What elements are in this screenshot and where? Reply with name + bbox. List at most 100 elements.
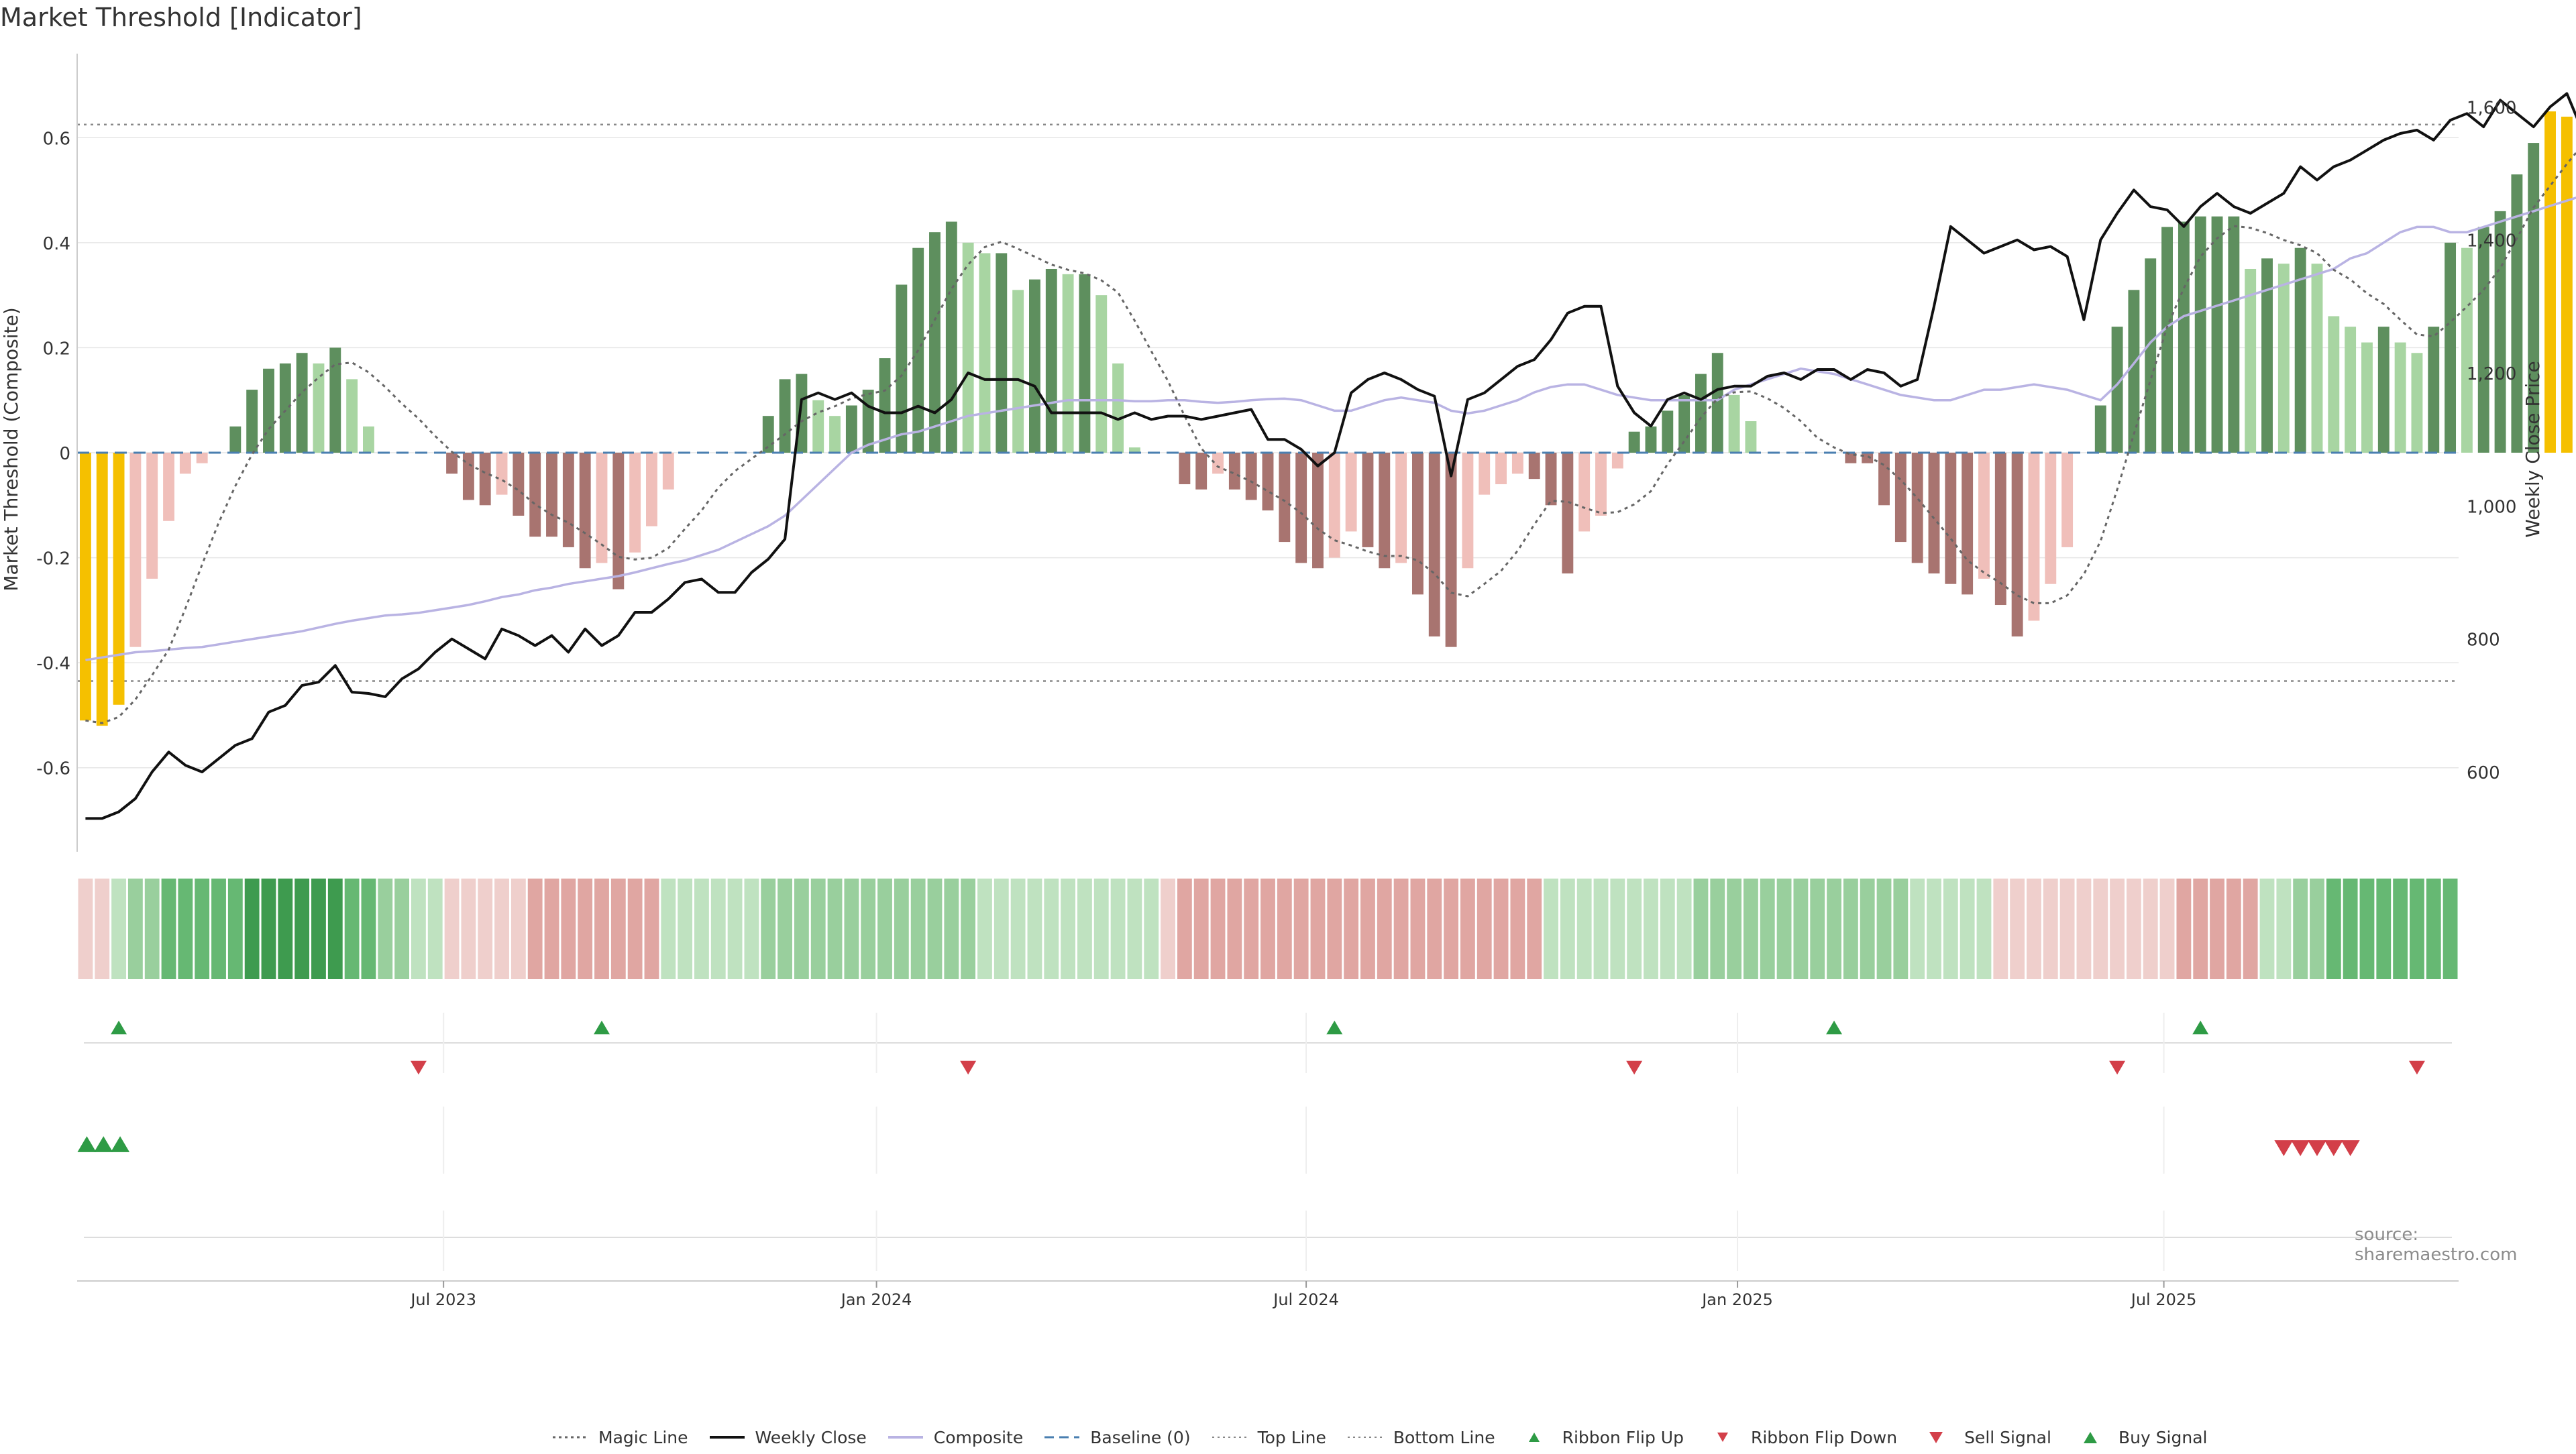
composite-bar xyxy=(2377,327,2390,453)
y2-tick-label: 1,200 xyxy=(2467,364,2516,384)
ribbon-cell xyxy=(1044,879,1059,979)
composite-bar xyxy=(196,453,208,463)
composite-bar xyxy=(1528,453,1540,480)
y2-tick-label: 800 xyxy=(2467,630,2500,651)
ribbon-cell xyxy=(2243,879,2258,979)
y2-axis-label: Weekly Close Price xyxy=(2522,361,2544,537)
composite-bar xyxy=(2345,327,2357,453)
ribbon-cell xyxy=(1793,879,1809,979)
ribbon-cell xyxy=(2126,879,2141,979)
ribbon-cell xyxy=(1293,879,1309,979)
legend-item-close: Weekly Close xyxy=(707,1427,867,1447)
composite-bar xyxy=(1245,453,1257,500)
composite-bar xyxy=(263,368,274,453)
ribbon-cell xyxy=(2376,879,2392,979)
legend-items: Magic Line Weekly Close Composite Baseline … xyxy=(550,1427,2208,1447)
composite-bar xyxy=(2261,258,2273,453)
composite-bar xyxy=(579,453,591,569)
composite-bar xyxy=(1228,453,1240,490)
composite-bar xyxy=(1095,295,1108,453)
composite-bar xyxy=(1045,268,1057,453)
composite-bar xyxy=(179,453,191,474)
ribbon-cell xyxy=(1410,879,1426,979)
buy-signal-marker xyxy=(111,1136,130,1152)
legend-label: Weekly Close xyxy=(755,1427,867,1447)
legend-item-baseline: Baseline (0) xyxy=(1042,1427,1191,1447)
composite-bar xyxy=(279,363,291,453)
y2-tick-label: 1,000 xyxy=(2467,497,2516,517)
ribbon-cell xyxy=(894,879,909,979)
composite-bar xyxy=(1062,274,1074,453)
ribbon-cell xyxy=(1993,879,2008,979)
buy-signal-marker xyxy=(77,1136,97,1152)
ribbon-cell xyxy=(2326,879,2341,979)
ribbon-cell xyxy=(1460,879,1475,979)
ribbon-cell xyxy=(710,879,726,979)
ribbon-cell xyxy=(2293,879,2308,979)
ribbon-cell xyxy=(1477,879,1492,979)
axis-layer: 0.6 0.4 0.2 0 -0.2 -0.4 -0.6 1,600 1,400 1,200 1,0… xyxy=(36,54,2516,852)
legend-label: Top Line xyxy=(1257,1427,1326,1447)
line-layer xyxy=(77,92,2576,820)
ribbon-cell xyxy=(594,879,609,979)
composite-bar xyxy=(1578,453,1591,532)
ribbon-cell xyxy=(944,879,959,979)
sell-signal-marker xyxy=(2291,1140,2310,1156)
composite-bar xyxy=(1545,453,1557,506)
ribbon-flip-up-marker xyxy=(1826,1020,1843,1035)
composite-bar xyxy=(2294,247,2306,453)
buy-legend-swatch xyxy=(2083,1432,2097,1443)
legend-item-top: Top Line xyxy=(1210,1427,1326,1447)
ribbon-cell xyxy=(244,879,260,979)
composite-bar xyxy=(1445,453,1457,647)
composite-bar xyxy=(2411,353,2423,453)
composite-bar xyxy=(662,453,674,490)
ribbon-cell xyxy=(144,879,160,979)
ribbon-cell xyxy=(1377,879,1392,979)
ribbon-cell xyxy=(977,879,992,979)
legend-label: Sell Signal xyxy=(1964,1427,2051,1447)
composite-bar xyxy=(779,379,791,453)
composite-bar xyxy=(2028,453,2040,621)
ribbon-cell xyxy=(1627,879,1642,979)
ribbon-cell xyxy=(127,879,143,979)
composite-bar xyxy=(1711,353,1723,453)
ribbon-cell xyxy=(1743,879,1758,979)
composite-bar xyxy=(496,453,508,495)
ribbon-cell xyxy=(2210,879,2224,979)
ribbon-cell xyxy=(994,879,1009,979)
composite-bar xyxy=(1962,453,1974,595)
composite-bar xyxy=(1511,453,1523,474)
composite-bar xyxy=(1495,453,1507,484)
ribbon-cell xyxy=(1144,879,1159,979)
ribbon-cell xyxy=(427,879,443,979)
ribbon-cell xyxy=(777,879,792,979)
composite-bar xyxy=(1611,453,1623,469)
composite-bar xyxy=(2461,247,2473,453)
ribbon-cell xyxy=(2193,879,2208,979)
legend-item-flip_down: Ribbon Flip Down xyxy=(1703,1427,1897,1447)
ribbon-cell xyxy=(1127,879,1142,979)
ribbon-cell xyxy=(694,879,709,979)
composite-bar xyxy=(1262,453,1274,511)
composite-bar xyxy=(2145,258,2157,453)
ribbon-cell xyxy=(1644,879,1658,979)
ribbon-cell xyxy=(78,879,93,979)
composite-bar xyxy=(2277,264,2290,453)
x-tick-label: Jan 2024 xyxy=(840,1290,912,1309)
magic-line xyxy=(85,151,2576,724)
ribbon-cell xyxy=(278,879,293,979)
ribbon-cell xyxy=(1727,879,1742,979)
composite-bar xyxy=(629,453,641,553)
composite-bar xyxy=(1179,453,1191,484)
legend-item-magic: Magic Line xyxy=(550,1427,688,1447)
composite-bar xyxy=(929,232,941,453)
composite-bar xyxy=(646,453,657,526)
legend-item-sell: Sell Signal xyxy=(1916,1427,2051,1447)
composite-bar xyxy=(513,453,525,516)
composite-bar xyxy=(596,453,608,563)
ribbon-cell xyxy=(2343,879,2358,979)
ribbon-cell xyxy=(1393,879,1409,979)
bottom-legend-swatch xyxy=(1347,1437,1383,1438)
